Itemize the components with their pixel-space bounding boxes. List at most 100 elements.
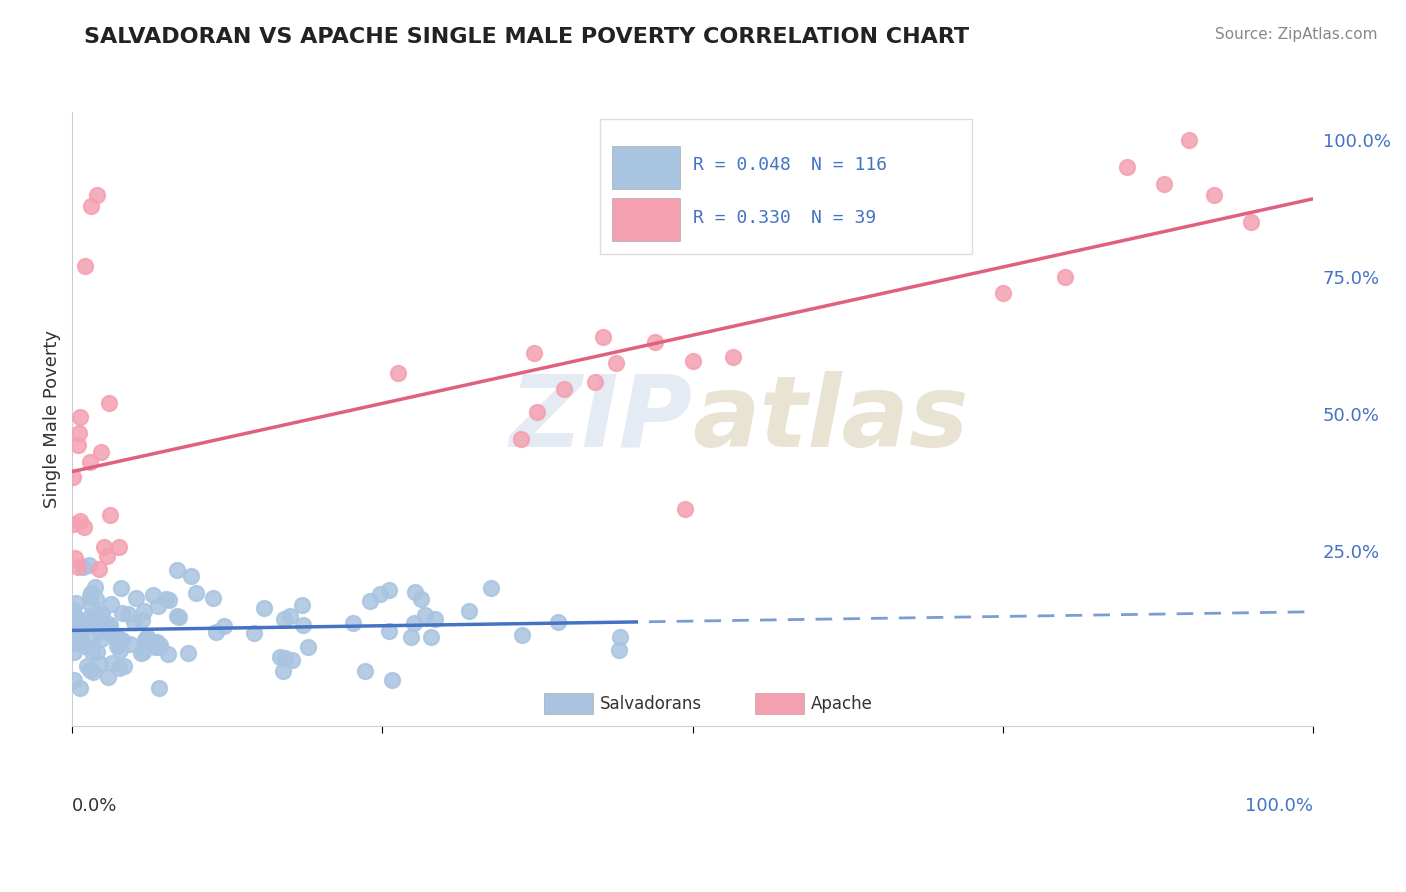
Point [98,618,121,632]
Point [131,614,153,628]
Point [100,657,122,671]
Point [84,592,107,607]
Point [135,632,157,646]
Point [105,640,128,654]
Point [67,426,90,441]
FancyBboxPatch shape [544,693,593,714]
Point [1202,187,1225,202]
Point [108,642,131,657]
Point [129,647,152,661]
Point [69,410,91,425]
Point [402,616,425,631]
Point [70,634,93,648]
Point [82,645,104,659]
Point [112,658,135,673]
Point [359,594,381,608]
Point [83,609,105,624]
Point [166,563,188,577]
Text: 0.0%: 0.0% [72,797,118,815]
Point [134,632,156,647]
Point [479,581,502,595]
Point [278,609,301,624]
Point [166,609,188,624]
Point [509,432,531,446]
Point [62,603,84,617]
Text: R = 0.048: R = 0.048 [693,155,790,174]
Point [1178,133,1201,147]
Point [66,611,89,625]
Point [605,356,627,370]
Point [66,438,89,452]
Point [423,612,446,626]
Point [583,375,606,389]
Point [167,610,190,624]
Point [79,589,101,603]
Point [108,661,131,675]
Point [87,623,110,637]
Point [96,549,118,563]
Point [65,596,87,610]
Point [253,600,276,615]
Point [67,627,90,641]
Point [79,558,101,573]
Point [404,584,426,599]
Point [66,636,89,650]
Point [76,658,98,673]
Point [65,550,87,565]
Point [1054,269,1077,284]
Point [80,599,103,613]
Point [90,445,112,459]
Point [83,612,105,626]
Point [84,580,107,594]
Point [354,664,377,678]
Point [155,592,177,607]
Point [378,624,401,639]
Point [721,351,744,365]
Text: atlas: atlas [693,371,969,468]
Text: N = 39: N = 39 [811,209,876,227]
Point [79,663,101,677]
Point [89,657,111,671]
Point [991,286,1014,301]
Point [87,562,110,576]
Text: 100.0%: 100.0% [1246,797,1313,815]
Point [1240,215,1263,229]
Point [72,616,94,631]
Point [342,615,364,630]
Point [100,598,122,612]
Point [387,366,409,380]
Point [110,581,132,595]
Point [526,405,548,419]
Text: Source: ZipAtlas.com: Source: ZipAtlas.com [1215,27,1378,42]
Point [148,681,170,695]
Text: Apache: Apache [811,695,873,713]
Text: Salvadorans: Salvadorans [600,695,702,713]
Point [274,651,297,665]
Point [214,619,236,633]
Point [67,560,90,574]
Point [62,619,84,633]
Point [73,520,96,534]
Point [142,635,165,649]
Point [117,607,139,621]
Point [180,569,202,583]
Point [63,673,86,688]
Point [111,606,134,620]
Point [413,607,436,622]
Point [149,638,172,652]
Point [143,640,166,655]
Point [86,187,108,202]
Point [135,631,157,645]
Point [72,560,94,574]
Point [142,588,165,602]
Point [269,649,291,664]
Point [125,591,148,605]
Point [146,635,169,649]
Point [80,199,103,213]
Point [79,610,101,624]
Point [111,633,134,648]
FancyBboxPatch shape [755,693,804,714]
Point [202,591,225,605]
Point [204,624,226,639]
Point [124,615,146,630]
